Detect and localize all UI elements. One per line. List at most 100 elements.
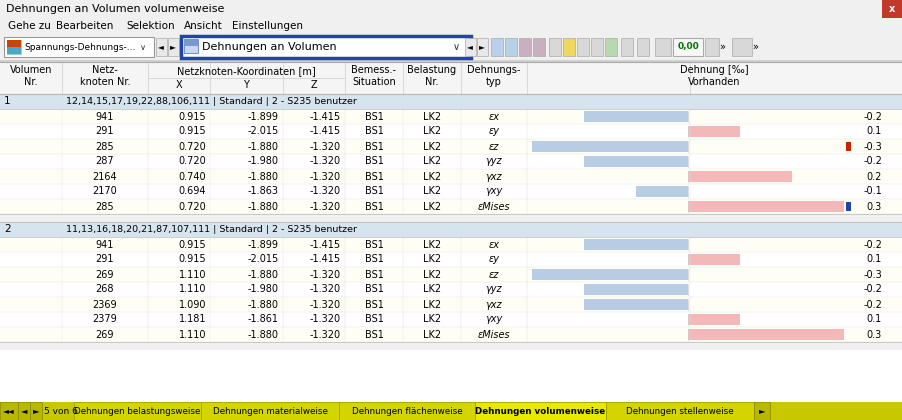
- Text: -1.320: -1.320: [310, 171, 341, 181]
- Bar: [584, 299, 688, 310]
- Bar: [0, 214, 902, 222]
- Text: -1.880: -1.880: [248, 330, 279, 339]
- Bar: [0, 199, 902, 214]
- Bar: [584, 239, 688, 250]
- Text: BS1: BS1: [364, 284, 383, 294]
- Bar: [688, 314, 740, 325]
- Text: γxy: γxy: [485, 315, 502, 325]
- Text: BS1: BS1: [364, 126, 383, 136]
- Bar: [465, 38, 476, 56]
- Bar: [0, 252, 902, 267]
- Bar: [0, 402, 902, 420]
- Text: BS1: BS1: [364, 157, 383, 166]
- Text: 285: 285: [96, 202, 115, 212]
- Text: Dehnungen flächenweise: Dehnungen flächenweise: [352, 407, 463, 415]
- Text: ◄: ◄: [21, 407, 27, 415]
- Text: -1.415: -1.415: [310, 255, 341, 265]
- Text: Gehe zu: Gehe zu: [8, 21, 51, 31]
- Text: 941: 941: [96, 111, 115, 121]
- Bar: [754, 402, 770, 420]
- Bar: [0, 34, 902, 60]
- Text: ►: ►: [479, 42, 485, 52]
- Text: ◄: ◄: [158, 42, 164, 52]
- Text: 1.090: 1.090: [179, 299, 206, 310]
- Text: -0.2: -0.2: [863, 111, 882, 121]
- Text: -0.3: -0.3: [863, 270, 882, 279]
- Text: -1.415: -1.415: [310, 239, 341, 249]
- Bar: [0, 169, 902, 184]
- Text: γxz: γxz: [485, 299, 502, 310]
- Text: knoten Nr.: knoten Nr.: [79, 77, 130, 87]
- Bar: [184, 39, 198, 46]
- Text: γyz: γyz: [485, 157, 502, 166]
- Text: -1.899: -1.899: [248, 239, 279, 249]
- Text: -1.980: -1.980: [248, 284, 279, 294]
- Text: LK2: LK2: [423, 239, 441, 249]
- Bar: [637, 38, 649, 56]
- Bar: [0, 282, 902, 297]
- Text: LK2: LK2: [423, 171, 441, 181]
- Text: -1.320: -1.320: [310, 284, 341, 294]
- Bar: [0, 267, 902, 282]
- Text: 1.110: 1.110: [179, 270, 206, 279]
- Text: -1.863: -1.863: [248, 186, 279, 197]
- Text: εy: εy: [489, 255, 500, 265]
- Bar: [688, 201, 844, 212]
- Bar: [184, 39, 198, 53]
- Text: -0.2: -0.2: [863, 239, 882, 249]
- Bar: [156, 38, 167, 56]
- Bar: [688, 171, 792, 182]
- Bar: [688, 329, 844, 340]
- Text: Z: Z: [310, 80, 318, 90]
- Text: Bemess.-: Bemess.-: [352, 65, 397, 75]
- Bar: [0, 327, 902, 342]
- Bar: [0, 342, 902, 350]
- Bar: [673, 38, 703, 56]
- Bar: [4, 37, 154, 57]
- Text: -1.320: -1.320: [310, 142, 341, 152]
- Text: ►: ►: [32, 407, 40, 415]
- Bar: [0, 237, 902, 252]
- Bar: [846, 202, 851, 211]
- Text: εMises: εMises: [478, 330, 511, 339]
- Text: Dehnungs-: Dehnungs-: [467, 65, 520, 75]
- Bar: [201, 402, 339, 420]
- Text: -1.320: -1.320: [310, 157, 341, 166]
- Text: -0.2: -0.2: [863, 284, 882, 294]
- Text: εx: εx: [489, 239, 500, 249]
- Text: Netzknoten-Koordinaten [m]: Netzknoten-Koordinaten [m]: [177, 66, 316, 76]
- Text: ►: ►: [759, 407, 765, 415]
- Bar: [532, 269, 688, 280]
- Text: εx: εx: [489, 111, 500, 121]
- Text: ∨: ∨: [453, 42, 459, 52]
- Text: BS1: BS1: [364, 186, 383, 197]
- Text: »: »: [719, 42, 725, 52]
- Text: εMises: εMises: [478, 202, 511, 212]
- Text: 2369: 2369: [93, 299, 117, 310]
- Bar: [7, 47, 21, 54]
- Bar: [0, 0, 902, 18]
- Bar: [0, 62, 902, 94]
- Text: 2: 2: [4, 225, 11, 234]
- Text: -1.880: -1.880: [248, 299, 279, 310]
- Text: ◄◄: ◄◄: [3, 407, 14, 415]
- Text: 0,00: 0,00: [677, 42, 699, 52]
- Text: LK2: LK2: [423, 202, 441, 212]
- Text: Volumen: Volumen: [10, 65, 52, 75]
- Bar: [0, 94, 902, 109]
- Bar: [688, 126, 740, 137]
- Bar: [0, 139, 902, 154]
- Text: LK2: LK2: [423, 142, 441, 152]
- Bar: [606, 402, 754, 420]
- Text: 0.3: 0.3: [867, 202, 882, 212]
- Text: 268: 268: [96, 284, 115, 294]
- Text: 0.915: 0.915: [179, 126, 206, 136]
- Text: 0.720: 0.720: [179, 142, 206, 152]
- Text: 0.915: 0.915: [179, 239, 206, 249]
- Bar: [705, 38, 719, 56]
- Text: -0.2: -0.2: [863, 299, 882, 310]
- Text: εz: εz: [489, 270, 499, 279]
- Text: Nr.: Nr.: [425, 77, 438, 87]
- Text: 287: 287: [96, 157, 115, 166]
- Text: γyz: γyz: [485, 284, 502, 294]
